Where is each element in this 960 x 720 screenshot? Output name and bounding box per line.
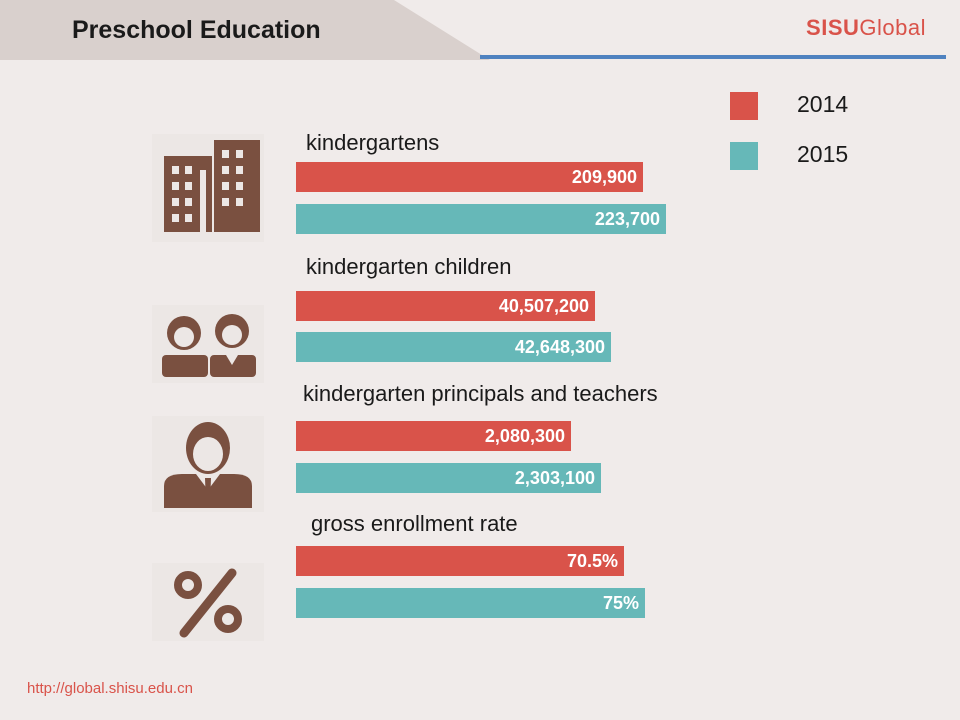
- title-tab: [0, 0, 490, 60]
- bar-enrollment-2015: 75%: [296, 588, 645, 618]
- page-title: Preschool Education: [72, 16, 321, 44]
- brand-logo-rest: Global: [859, 15, 926, 40]
- brand-logo: SISUGlobal: [806, 15, 926, 41]
- buildings-icon: [152, 134, 264, 242]
- group-label-kindergartens: kindergartens: [306, 130, 440, 155]
- bar-enrollment-2014: 70.5%: [296, 546, 624, 576]
- percent-icon: [152, 563, 264, 641]
- bar-kindergartens-2014: 209,900: [296, 162, 643, 192]
- brand-logo-bold: SISU: [806, 15, 860, 40]
- legend-swatch-2015: [730, 142, 758, 170]
- group-label-teachers: kindergarten principals and teachers: [303, 381, 658, 406]
- legend-label-2015: 2015: [797, 141, 849, 167]
- bar-children-2014: 40,507,200: [296, 291, 595, 321]
- bar-kindergartens-2015: 223,700: [296, 204, 666, 234]
- children-icon: [152, 305, 264, 383]
- bar-teachers-2014: 2,080,300: [296, 421, 571, 451]
- legend-swatch-2014: [730, 92, 758, 120]
- header-divider: [480, 55, 946, 59]
- group-label-enrollment: gross enrollment rate: [311, 511, 518, 536]
- bar-teachers-2015: 2,303,100: [296, 463, 601, 493]
- group-label-children: kindergarten children: [306, 254, 512, 279]
- teacher-icon: [152, 416, 264, 512]
- legend-label-2014: 2014: [797, 91, 849, 117]
- footer-url[interactable]: http://global.shisu.edu.cn: [27, 680, 193, 697]
- bar-children-2015: 42,648,300: [296, 332, 611, 362]
